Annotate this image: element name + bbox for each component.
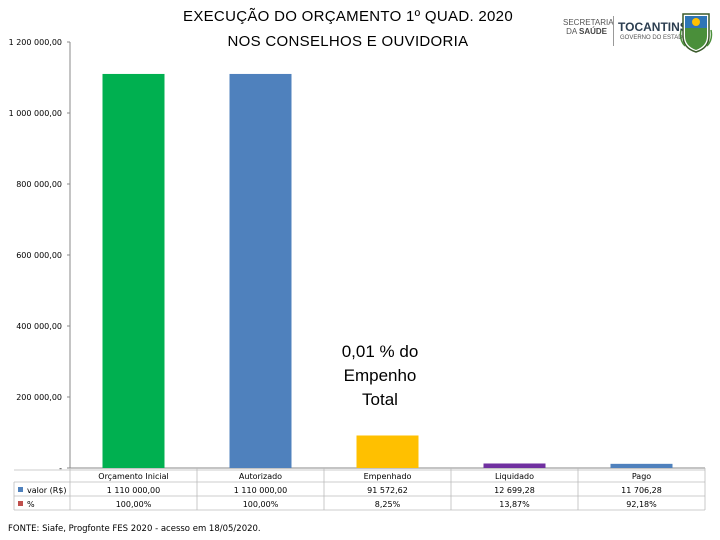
annotation-line3: Total bbox=[362, 390, 398, 409]
governo-estado-text: GOVERNO DO ESTADO bbox=[620, 35, 688, 41]
secretaria-line2: DA bbox=[566, 27, 577, 36]
legend-swatch bbox=[18, 487, 23, 492]
chart-title-line2: NOS CONSELHOS E OUVIDORIA bbox=[0, 33, 720, 50]
title-line1-text: EXECUÇÃO DO ORÇAMENTO 1º QUAD. 2020 bbox=[183, 8, 513, 25]
y-tick-label: - bbox=[59, 464, 62, 473]
secretaria-saude-logo: SECRETARIA DA SAÚDE bbox=[563, 18, 614, 36]
table-cell-value: 11 706,28 bbox=[621, 486, 662, 495]
source-note: FONTE: Siafe, Progfonte FES 2020 - acess… bbox=[8, 524, 261, 534]
bar-liquidado bbox=[483, 463, 546, 468]
annotation-line1: 0,01 % do bbox=[341, 342, 419, 361]
chart-title-line1: EXECUÇÃO DO ORÇAMENTO 1º QUAD. 2020 bbox=[0, 8, 720, 25]
bar-autorizado bbox=[229, 73, 292, 468]
x-category-label: Autorizado bbox=[239, 472, 282, 481]
table-cell-value: 1 110 000,00 bbox=[107, 486, 160, 495]
bar-empenhado bbox=[356, 435, 419, 468]
table-cell-value: 13,87% bbox=[499, 500, 530, 509]
y-tick-label: 200 000,00 bbox=[16, 393, 62, 402]
legend-swatch bbox=[18, 501, 23, 506]
title-line2-text: NOS CONSELHOS E OUVIDORIA bbox=[227, 33, 469, 50]
y-tick-label: 800 000,00 bbox=[16, 180, 62, 189]
table-cell-value: 12 699,28 bbox=[494, 486, 535, 495]
x-category-label: Liquidado bbox=[495, 472, 534, 481]
legend-label: valor (R$) bbox=[27, 486, 66, 495]
secretaria-line3: SAÚDE bbox=[578, 27, 607, 36]
table-cell-value: 91 572,62 bbox=[367, 486, 408, 495]
bar-pago bbox=[610, 463, 673, 468]
state-crest-icon bbox=[679, 13, 713, 53]
table-cell-value: 92,18% bbox=[626, 500, 657, 509]
table-cell-value: 100,00% bbox=[116, 500, 152, 509]
chart-annotation: 0,01 % do Empenho Total bbox=[330, 340, 430, 412]
table-cell-value: 8,25% bbox=[375, 500, 401, 509]
table-cell-value: 100,00% bbox=[243, 500, 279, 509]
y-tick-label: 600 000,00 bbox=[16, 251, 62, 260]
logos: SECRETARIA DA SAÚDE TOCANTINS GOVERNO DO… bbox=[563, 6, 715, 56]
x-category-label: Orçamento Inicial bbox=[98, 472, 168, 481]
legend-label: % bbox=[27, 500, 35, 509]
table-cell-value: 1 110 000,00 bbox=[234, 486, 287, 495]
bar-or-amento-inicial bbox=[102, 73, 165, 468]
secretaria-line1: SECRETARIA bbox=[563, 18, 614, 27]
annotation-line2: Empenho bbox=[343, 366, 417, 385]
tocantins-logo-text: TOCANTINS bbox=[618, 20, 688, 34]
logo-divider bbox=[613, 16, 614, 46]
x-category-label: Empenhado bbox=[364, 472, 412, 481]
y-tick-label: 400 000,00 bbox=[16, 322, 62, 331]
y-tick-label: 1 200 000,00 bbox=[9, 38, 62, 47]
x-category-label: Pago bbox=[632, 472, 651, 481]
y-tick-label: 1 000 000,00 bbox=[9, 109, 62, 118]
